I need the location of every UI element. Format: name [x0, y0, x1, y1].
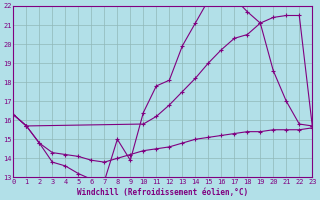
X-axis label: Windchill (Refroidissement éolien,°C): Windchill (Refroidissement éolien,°C)	[77, 188, 248, 197]
